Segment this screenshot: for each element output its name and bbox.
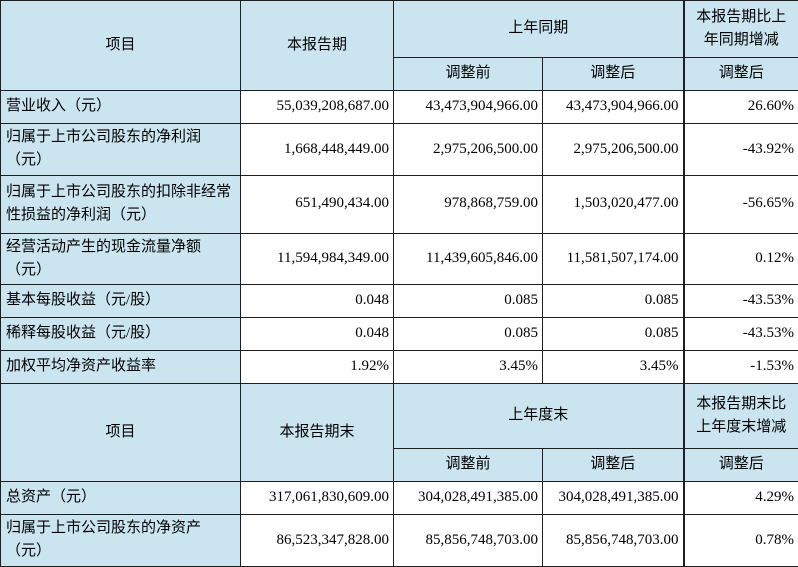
change-percent-value: 4.29% bbox=[684, 482, 798, 515]
section1-subheader-after-adjust: 调整后 bbox=[543, 58, 684, 91]
table-row-net-profit: 归属于上市公司股东的净利润（元） 1,668,448,449.00 2,975,… bbox=[1, 124, 798, 176]
row-label: 归属于上市公司股东的净资产（元） bbox=[1, 515, 241, 567]
row-label: 基本每股收益（元/股） bbox=[1, 285, 241, 318]
section2-subheader-before-adjust: 调整前 bbox=[394, 449, 543, 482]
prior-after-adjust-value: 0.085 bbox=[543, 285, 684, 318]
row-label: 总资产（元） bbox=[1, 482, 241, 515]
change-percent-value: 26.60% bbox=[684, 91, 798, 124]
current-period-value: 651,490,434.00 bbox=[241, 175, 394, 233]
current-period-value: 1.92% bbox=[241, 351, 394, 384]
section1-header-item: 项目 bbox=[1, 1, 241, 91]
period-end-value: 86,523,347,828.00 bbox=[241, 515, 394, 567]
prior-after-adjust-value: 43,473,904,966.00 bbox=[543, 91, 684, 124]
section2-subheader-after-adjust: 调整后 bbox=[543, 449, 684, 482]
section2-header-row-top: 项目 本报告期末 上年度末 本报告期末比上年度末增减 bbox=[1, 384, 798, 449]
row-label: 经营活动产生的现金流量净额（元） bbox=[1, 233, 241, 285]
prior-before-adjust-value: 0.085 bbox=[394, 318, 543, 351]
prior-after-adjust-value: 85,856,748,703.00 bbox=[543, 515, 684, 567]
prior-before-adjust-value: 43,473,904,966.00 bbox=[394, 91, 543, 124]
section1-header-prior-period-group: 上年同期 bbox=[394, 1, 684, 58]
section1-header-row-top: 项目 本报告期 上年同期 本报告期比上年同期增减 bbox=[1, 1, 798, 58]
current-period-value: 1,668,448,449.00 bbox=[241, 124, 394, 176]
section1-subheader-before-adjust: 调整前 bbox=[394, 58, 543, 91]
change-percent-value: -1.53% bbox=[684, 351, 798, 384]
row-label: 归属于上市公司股东的净利润（元） bbox=[1, 124, 241, 176]
period-end-value: 317,061,830,609.00 bbox=[241, 482, 394, 515]
change-percent-value: -43.53% bbox=[684, 285, 798, 318]
prior-before-adjust-value: 3.45% bbox=[394, 351, 543, 384]
current-period-value: 0.048 bbox=[241, 285, 394, 318]
current-period-value: 11,594,984,349.00 bbox=[241, 233, 394, 285]
row-label: 营业收入（元） bbox=[1, 91, 241, 124]
row-label: 归属于上市公司股东的扣除非经常性损益的净利润（元） bbox=[1, 175, 241, 233]
section1-header-change-group: 本报告期比上年同期增减 bbox=[684, 1, 798, 58]
prior-before-adjust-value: 2,975,206,500.00 bbox=[394, 124, 543, 176]
table-row-net-profit-excl-nonrecurring: 归属于上市公司股东的扣除非经常性损益的净利润（元） 651,490,434.00… bbox=[1, 175, 798, 233]
table-row-operating-cash-flow: 经营活动产生的现金流量净额（元） 11,594,984,349.00 11,43… bbox=[1, 233, 798, 285]
prior-after-adjust-value: 304,028,491,385.00 bbox=[543, 482, 684, 515]
table-row-total-assets: 总资产（元） 317,061,830,609.00 304,028,491,38… bbox=[1, 482, 798, 515]
prior-before-adjust-value: 85,856,748,703.00 bbox=[394, 515, 543, 567]
prior-after-adjust-value: 2,975,206,500.00 bbox=[543, 124, 684, 176]
prior-after-adjust-value: 0.085 bbox=[543, 318, 684, 351]
table-row-net-assets: 归属于上市公司股东的净资产（元） 86,523,347,828.00 85,85… bbox=[1, 515, 798, 567]
section2-header-period-end: 本报告期末 bbox=[241, 384, 394, 482]
section1-subheader-change-after-adjust: 调整后 bbox=[684, 58, 798, 91]
change-percent-value: 0.12% bbox=[684, 233, 798, 285]
prior-before-adjust-value: 0.085 bbox=[394, 285, 543, 318]
prior-before-adjust-value: 978,868,759.00 bbox=[394, 175, 543, 233]
current-period-value: 0.048 bbox=[241, 318, 394, 351]
prior-before-adjust-value: 304,028,491,385.00 bbox=[394, 482, 543, 515]
change-percent-value: 0.78% bbox=[684, 515, 798, 567]
table-row-weighted-avg-roe: 加权平均净资产收益率 1.92% 3.45% 3.45% -1.53% bbox=[1, 351, 798, 384]
prior-after-adjust-value: 1,503,020,477.00 bbox=[543, 175, 684, 233]
table-row-diluted-eps: 稀释每股收益（元/股） 0.048 0.085 0.085 -43.53% bbox=[1, 318, 798, 351]
row-label: 加权平均净资产收益率 bbox=[1, 351, 241, 384]
change-percent-value: -56.65% bbox=[684, 175, 798, 233]
section2-header-item: 项目 bbox=[1, 384, 241, 482]
section2-subheader-change-after-adjust: 调整后 bbox=[684, 449, 798, 482]
change-percent-value: -43.53% bbox=[684, 318, 798, 351]
current-period-value: 55,039,208,687.00 bbox=[241, 91, 394, 124]
change-percent-value: -43.92% bbox=[684, 124, 798, 176]
row-label: 稀释每股收益（元/股） bbox=[1, 318, 241, 351]
table-row-basic-eps: 基本每股收益（元/股） 0.048 0.085 0.085 -43.53% bbox=[1, 285, 798, 318]
prior-before-adjust-value: 11,439,605,846.00 bbox=[394, 233, 543, 285]
section2-header-prior-yearend-group: 上年度末 bbox=[394, 384, 684, 449]
table-row-operating-revenue: 营业收入（元） 55,039,208,687.00 43,473,904,966… bbox=[1, 91, 798, 124]
section2-header-change-group: 本报告期末比上年度末增减 bbox=[684, 384, 798, 449]
prior-after-adjust-value: 11,581,507,174.00 bbox=[543, 233, 684, 285]
section1-header-current-period: 本报告期 bbox=[241, 1, 394, 91]
prior-after-adjust-value: 3.45% bbox=[543, 351, 684, 384]
